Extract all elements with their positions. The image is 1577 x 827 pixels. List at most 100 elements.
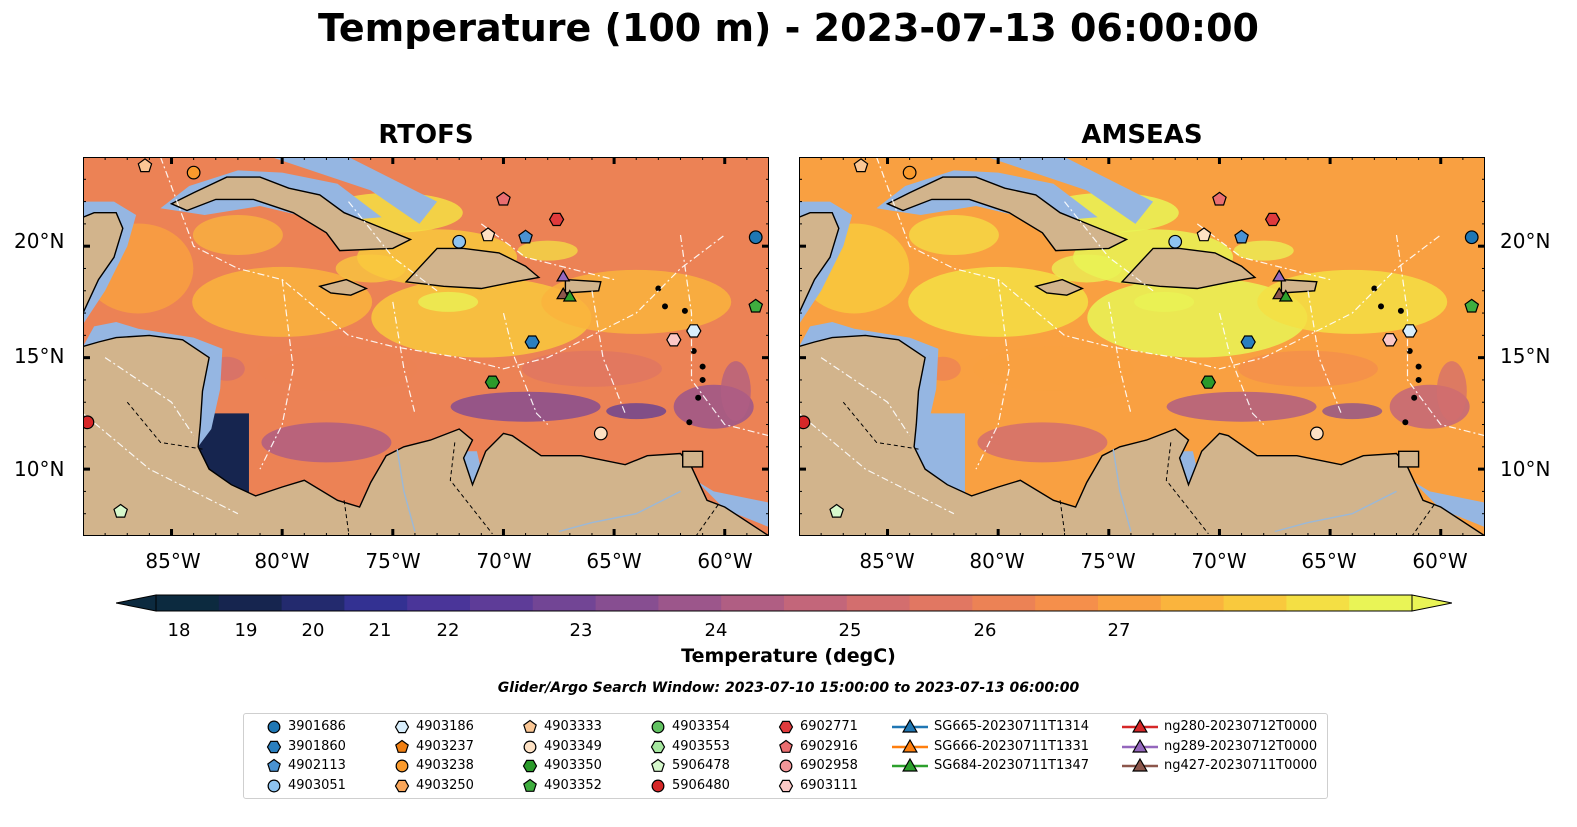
legend-label: 4903553 bbox=[672, 738, 730, 754]
central-america-land bbox=[799, 334, 1485, 536]
legend-label: 4903186 bbox=[416, 719, 474, 734]
legend-symbol bbox=[395, 739, 409, 753]
float-marker-6903111 bbox=[666, 333, 682, 347]
colorbar-segment bbox=[846, 595, 911, 611]
temperature-eddy bbox=[720, 361, 751, 422]
figure-title: Temperature (100 m) - 2023-07-13 06:00:0… bbox=[317, 6, 1259, 50]
float-marker-4903333 bbox=[137, 158, 153, 173]
float-marker-6902771 bbox=[1264, 212, 1281, 227]
legend-symbol bbox=[779, 739, 793, 753]
map-frame bbox=[83, 157, 769, 536]
float-marker-4903333b bbox=[1196, 227, 1212, 242]
legend-symbol bbox=[1132, 757, 1148, 772]
float-marker-4902113 bbox=[518, 229, 533, 244]
lat-label-20n-left: 20°N bbox=[14, 229, 65, 253]
float-marker-3901686 bbox=[748, 230, 763, 245]
float-marker-4903333b bbox=[480, 227, 496, 242]
legend-label: SG666-20230711T1331 bbox=[934, 738, 1090, 754]
cuba-land bbox=[169, 176, 413, 252]
legend-marker-3901860 bbox=[266, 740, 282, 753]
island-marker bbox=[655, 285, 662, 292]
eez-boundary bbox=[1175, 234, 1442, 370]
island-marker bbox=[1411, 394, 1418, 401]
national-boundary bbox=[1059, 500, 1065, 532]
lon-label-70w-left: 70°W bbox=[476, 549, 532, 573]
colorbar-segment bbox=[1286, 595, 1350, 611]
orinoco-delta-shelf bbox=[680, 471, 769, 528]
eez-boundary bbox=[459, 234, 726, 370]
legend-marker-4903186 bbox=[394, 720, 410, 734]
island-marker bbox=[1377, 303, 1384, 310]
lat-label-20n-right: 20°N bbox=[1500, 229, 1551, 253]
float-marker-SG684 bbox=[562, 289, 577, 302]
puerto-rico-land bbox=[1280, 278, 1318, 294]
float-marker-4903349 bbox=[593, 426, 608, 441]
eez-boundary bbox=[104, 357, 195, 437]
legend-symbol bbox=[522, 759, 538, 773]
temperature-patch bbox=[257, 346, 418, 391]
temperature-eddy bbox=[1436, 361, 1467, 422]
legend-marker-ng289-20230712T0000 bbox=[1122, 738, 1158, 753]
temperature-eddy bbox=[1233, 240, 1294, 261]
colorbar-segment bbox=[344, 595, 408, 611]
float-marker-4903186 bbox=[1402, 324, 1418, 338]
island-marker bbox=[661, 303, 668, 310]
colorbar-segment bbox=[281, 595, 345, 611]
eez-boundary bbox=[348, 201, 438, 292]
legend-marker-6902958 bbox=[779, 759, 793, 773]
float-marker-3901686 bbox=[1464, 230, 1479, 245]
colorbar-tick: 18 bbox=[167, 620, 191, 641]
float-marker-4903352 bbox=[1464, 298, 1480, 313]
eez-boundary bbox=[975, 279, 1010, 470]
legend-symbol bbox=[902, 738, 918, 753]
colorbar-extend-min bbox=[116, 594, 157, 612]
temperature-patch bbox=[1166, 391, 1317, 422]
temperature-patch bbox=[261, 422, 392, 463]
float-marker-4903051 bbox=[1168, 234, 1183, 249]
lon-label-70w-right: 70°W bbox=[1191, 549, 1247, 573]
island-marker bbox=[695, 394, 702, 401]
legend-symbol bbox=[651, 758, 665, 772]
legend-marker-6902916 bbox=[779, 739, 793, 753]
temperature-eddy bbox=[908, 215, 999, 256]
temperature-eddy bbox=[517, 240, 578, 261]
trinidad-land bbox=[682, 450, 704, 468]
jamaica-land bbox=[318, 278, 369, 296]
legend-label: 4902113 bbox=[288, 758, 346, 773]
bahamas-shelf bbox=[987, 157, 1154, 224]
colorbar-segment bbox=[1349, 595, 1413, 611]
float-marker-4903352 bbox=[748, 298, 764, 313]
yucatan-land bbox=[799, 212, 840, 314]
national-boundary bbox=[1411, 504, 1435, 536]
legend-symbol bbox=[523, 778, 537, 792]
eez-boundary bbox=[83, 412, 239, 515]
legend-marker-4903352 bbox=[523, 778, 537, 792]
lon-label-75w-right: 75°W bbox=[1080, 549, 1136, 573]
map-frame bbox=[799, 157, 1485, 536]
eez-boundary bbox=[799, 412, 955, 515]
float-marker-4903350 bbox=[484, 375, 501, 389]
legend-marker-4903333 bbox=[523, 719, 537, 733]
legend-marker-SG684-20230711T1347 bbox=[892, 757, 928, 772]
lon-label-60w-right: 60°W bbox=[1412, 549, 1468, 573]
legend-marker-6902771 bbox=[778, 720, 794, 734]
legend-symbol bbox=[1132, 738, 1148, 753]
legend-label: SG665-20230711T1314 bbox=[934, 719, 1090, 734]
legend-marker-4903354 bbox=[651, 720, 665, 734]
amseas-temperature-map bbox=[799, 157, 1485, 536]
temperature-patch bbox=[450, 391, 601, 422]
colorbar-segment bbox=[156, 595, 220, 611]
eez-boundary bbox=[1064, 201, 1154, 292]
rtofs-temperature-map bbox=[83, 157, 769, 536]
legend-symbol bbox=[778, 720, 794, 734]
legend-symbol bbox=[650, 740, 666, 753]
eez-boundary bbox=[502, 312, 549, 425]
search-window-text: Glider/Argo Search Window: 2023-07-10 15… bbox=[497, 680, 1080, 696]
float-marker-4902113 bbox=[1234, 229, 1249, 244]
national-boundary bbox=[343, 500, 349, 532]
float-marker-5906480 bbox=[799, 415, 811, 430]
temperature-eddy bbox=[418, 291, 479, 312]
trinidad-land bbox=[1398, 450, 1420, 468]
panel-title-amseas: AMSEAS bbox=[1081, 120, 1203, 150]
temperature-patch bbox=[977, 422, 1108, 463]
